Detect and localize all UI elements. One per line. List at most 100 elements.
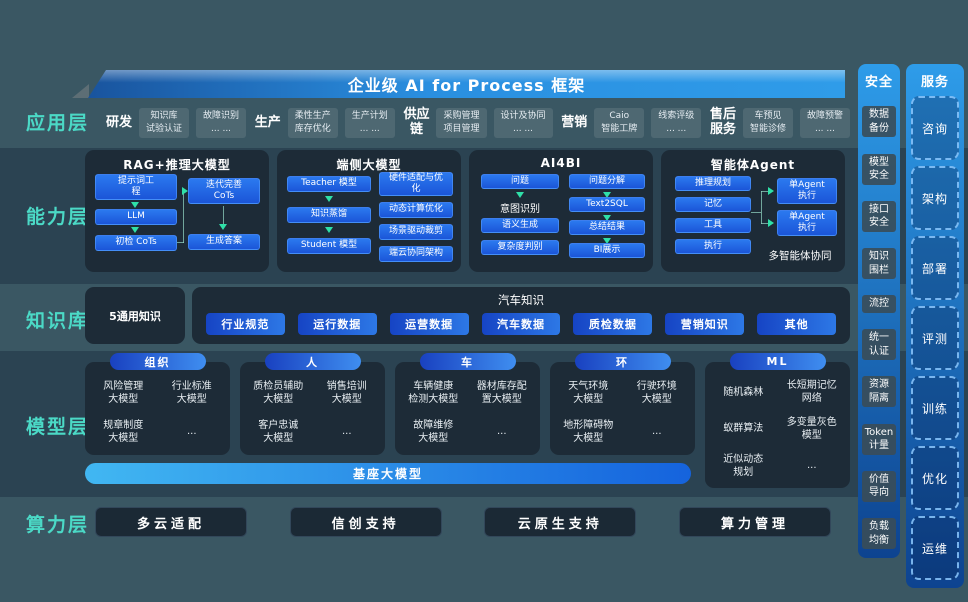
model-group-pill: 组织 [109, 353, 206, 370]
app-group-aftersales: 售后 服务 车预见 智能诊修 故障预警 ... ... [709, 107, 850, 139]
app-chip: 故障预警 ... ... [799, 107, 850, 139]
edge-step: Student 模型 [287, 238, 371, 254]
box-title: RAG+推理大模型 [123, 158, 231, 172]
app-layer-row: 研发 知识库 试验认证 故障识别 ... ... 生产 柔性生产 库存优化 生产… [106, 101, 850, 145]
app-chip: 车预见 智能诊修 [742, 107, 793, 139]
model-items: 天气环境 大模型 行驶环境 大模型 地形障碍物 大模型 ... [554, 374, 691, 451]
security-item: 负载 均衡 [862, 518, 896, 549]
banner-fold-shape [72, 84, 89, 98]
connector-line [751, 212, 761, 213]
model-group-pill: 人 [264, 353, 361, 370]
arrow-down-icon [603, 238, 611, 244]
service-item: 部署 [911, 236, 959, 300]
model-item: 器材库存配 置大模型 [476, 381, 527, 406]
app-chip: 柔性生产 库存优化 [287, 107, 338, 139]
capability-layer-label: 能力层 [26, 206, 90, 228]
model-item: 故障维修 大模型 [413, 419, 454, 444]
rag-reasoning-box: RAG+推理大模型 提示词工 程 LLM 初检 CoTs 迭代完善 CoTs 生… [85, 150, 269, 272]
security-item: 统一 认证 [862, 329, 896, 360]
ai4bi-step: 问题 [481, 174, 559, 189]
model-item: 天气环境 大模型 [568, 381, 609, 406]
connector-line [761, 191, 769, 192]
ai4bi-step: 语义生成 [481, 218, 559, 233]
security-item: 接口 安全 [862, 200, 896, 232]
model-group-org: 组织 风险管理 大模型 行业标准 大模型 规章制度 大模型 ... [85, 353, 230, 455]
model-item: ... [186, 426, 197, 438]
security-item: 资源 隔离 [862, 376, 896, 408]
general-knowledge-box: 5通用知识 [85, 287, 185, 344]
service-item: 运维 [911, 516, 959, 580]
app-group-marketing: 营销 Caio 智能工牌 线索评级 ... ... [561, 107, 702, 139]
app-group-name: 供应 链 [403, 107, 430, 137]
service-item: 评测 [911, 306, 959, 370]
app-chip: 故障识别 ... ... [196, 107, 247, 139]
auto-knowledge-title: 汽车知识 [498, 293, 544, 307]
app-layer-label: 应用层 [26, 112, 90, 134]
model-item: 客户忠诚 大模型 [258, 419, 299, 444]
service-item: 训练 [911, 376, 959, 440]
app-chip: Caio 智能工牌 [594, 107, 645, 139]
knowledge-chip: 营销知识 [665, 313, 745, 335]
knowledge-chip: 行业规范 [206, 313, 285, 335]
model-items: 车辆健康 检测大模型 器材库存配 置大模型 故障维修 大模型 ... [399, 374, 536, 451]
service-item: 架构 [911, 166, 959, 230]
multi-agent-note: 多智能体协同 [768, 250, 832, 262]
edge-feature: 端云协同架构 [379, 246, 453, 262]
model-group-pill: ML [729, 353, 826, 370]
model-item: 蚁群算法 [723, 423, 764, 435]
compute-item: 算力管理 [678, 507, 831, 537]
connector-line [183, 191, 184, 243]
ai4bi-step: 复杂度判别 [481, 240, 559, 255]
model-item: 风险管理 大模型 [103, 381, 144, 406]
connector-line [761, 191, 762, 224]
compute-layer-row: 多云适配 信创支持 云原生支持 算力管理 [95, 507, 831, 537]
model-item: 行驶环境 大模型 [636, 381, 677, 406]
arrow-down-icon [219, 224, 227, 230]
connector-line [223, 206, 224, 224]
compute-item: 多云适配 [95, 507, 247, 537]
knowledge-chip: 质检数据 [573, 313, 653, 335]
arrow-down-icon [131, 227, 139, 233]
security-item: 模型 安全 [862, 153, 896, 185]
model-item: 规章制度 大模型 [103, 419, 144, 444]
knowledge-chips-row: 行业规范 运行数据 运营数据 汽车数据 质检数据 营销知识 其他 [206, 313, 837, 335]
compute-item: 云原生支持 [484, 507, 637, 537]
security-item: 流控 [862, 295, 896, 313]
edge-feature: 硬件适配与优 化 [379, 172, 453, 196]
security-item: 知识 围栏 [862, 248, 896, 279]
model-item: 近似动态 规划 [723, 453, 764, 478]
knowledge-chip: 运行数据 [297, 313, 377, 335]
arrow-down-icon [325, 196, 333, 202]
ai4bi-step: 问题分解 [569, 174, 645, 189]
knowledge-chip: 运营数据 [389, 313, 469, 335]
knowledge-layer-label: 知识库 [26, 310, 90, 332]
model-item: 随机森林 [723, 386, 764, 398]
model-item: 地形障碍物 大模型 [563, 419, 614, 444]
ai4bi-step-text: 意图识别 [500, 204, 540, 215]
ai4bi-step: 总结结果 [569, 220, 645, 235]
app-group-name: 售后 服务 [709, 107, 736, 137]
agent-box: 智能体Agent 推理规划 记忆 工具 执行 单Agent 执行 单Agent … [661, 150, 845, 272]
arrow-right-icon [768, 219, 774, 227]
ai4bi-step: BI展示 [569, 243, 645, 258]
agent-module: 记忆 [675, 197, 751, 212]
compute-layer-label: 算力层 [26, 514, 90, 536]
edge-step: Teacher 模型 [287, 176, 371, 192]
model-group-vehicle: 车 车辆健康 检测大模型 器材库存配 置大模型 故障维修 大模型 ... [395, 353, 540, 455]
model-item: ... [496, 426, 507, 438]
app-chip: 知识库 试验认证 [139, 107, 190, 139]
arrow-down-icon [131, 202, 139, 208]
arrow-down-icon [603, 215, 611, 221]
framework-title-banner: 企业级 AI for Process 框架 [88, 70, 845, 98]
ai4bi-box: AI4BI 问题 意图识别 语义生成 复杂度判别 问题分解 Text2SQL 总… [469, 150, 653, 272]
services-title: 服务 [920, 75, 949, 90]
app-group-name: 研发 [106, 114, 133, 130]
model-items: 随机森林 长短期记忆 网络 蚁群算法 多变量灰色 模型 近似动态 规划 ... [709, 374, 846, 484]
rag-step: 提示词工 程 [95, 174, 177, 200]
model-item: 车辆健康 检测大模型 [408, 381, 459, 406]
edge-feature: 动态计算优化 [379, 202, 453, 218]
capability-layer-row: RAG+推理大模型 提示词工 程 LLM 初检 CoTs 迭代完善 CoTs 生… [85, 150, 845, 272]
model-item: 行业标准 大模型 [171, 381, 212, 406]
model-layer-row: 组织 风险管理 大模型 行业标准 大模型 规章制度 大模型 ... 人 质检员辅… [85, 353, 850, 488]
services-column: 服务 咨询 架构 部署 评测 训练 优化 运维 [906, 64, 964, 588]
